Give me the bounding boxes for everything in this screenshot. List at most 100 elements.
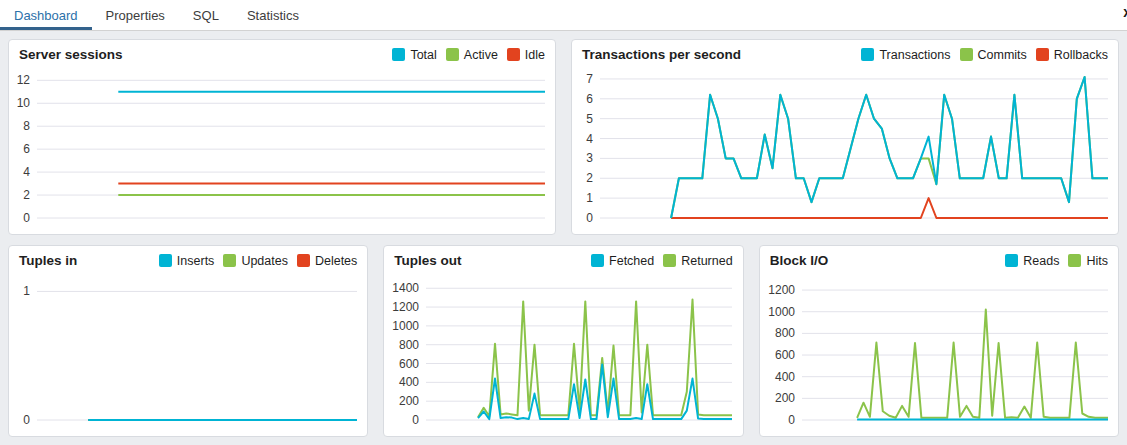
panel-title: Block I/O bbox=[770, 253, 829, 268]
y-tick-label: 0 bbox=[23, 413, 30, 427]
y-tick-label: 800 bbox=[399, 338, 419, 352]
y-tick-label: 7 bbox=[586, 72, 593, 86]
series-line-fetched bbox=[478, 365, 732, 420]
chart-canvas-server-sessions: 0 2 4 6 8 10 12 bbox=[11, 64, 549, 228]
y-tick-label: 10 bbox=[17, 96, 31, 110]
y-tick-label: 800 bbox=[775, 326, 795, 340]
y-tick-label: 4 bbox=[586, 132, 593, 146]
y-tick-label: 0 bbox=[23, 211, 30, 225]
y-tick-label: 12 bbox=[17, 73, 31, 87]
y-tick-label: 0 bbox=[413, 413, 420, 427]
legend-block-io: Reads Hits bbox=[1005, 254, 1108, 268]
legend-swatch-icon bbox=[297, 254, 310, 267]
chart-block-io: 0 200 400 600 800 1000 1200 bbox=[762, 270, 1112, 430]
y-tick-label: 600 bbox=[399, 357, 419, 371]
y-tick-label: 6 bbox=[586, 92, 593, 106]
y-tick-label: 3 bbox=[586, 151, 593, 165]
legend-swatch-icon bbox=[159, 254, 172, 267]
y-tick-label: 1200 bbox=[768, 283, 795, 297]
legend-transactions: Transactions Commits Rollbacks bbox=[861, 48, 1108, 62]
close-icon[interactable]: x bbox=[1123, 5, 1127, 19]
series-line-commits bbox=[671, 77, 1108, 218]
chart-tuples-out: 0200400600800100012001400 bbox=[386, 270, 736, 430]
legend-item-idle: Idle bbox=[507, 48, 545, 62]
chart-tuples-in: 01 bbox=[11, 270, 361, 430]
panel-tuples-out: Tuples out Fetched Returned 0 200 400 600 800… bbox=[383, 245, 743, 437]
legend-label: Hits bbox=[1086, 254, 1108, 268]
legend-swatch-icon bbox=[1036, 48, 1049, 61]
y-tick-label: 6 bbox=[23, 142, 30, 156]
chart-transactions-per-second: 01234567 bbox=[574, 64, 1112, 228]
tab-properties[interactable]: Properties bbox=[92, 0, 179, 30]
y-tick-label: 8 bbox=[23, 119, 30, 133]
y-tick-label: 1400 bbox=[393, 281, 420, 295]
legend-item-transactions: Transactions bbox=[861, 48, 950, 62]
charts-row-2: Tuples in Inserts Updates Deletes 01 Tuple… bbox=[8, 245, 1119, 437]
legend-item-hits: Hits bbox=[1068, 254, 1108, 268]
legend-swatch-icon bbox=[1068, 254, 1081, 267]
legend-label: Total bbox=[410, 48, 436, 62]
legend-swatch-icon bbox=[591, 254, 604, 267]
chart-server-sessions: 0 2 4 6 8 10 12 bbox=[11, 64, 549, 228]
legend-label: Updates bbox=[241, 254, 288, 268]
legend-swatch-icon bbox=[223, 254, 236, 267]
legend-swatch-icon bbox=[1005, 254, 1018, 267]
legend-item-deletes: Deletes bbox=[297, 254, 357, 268]
tab-statistics[interactable]: Statistics bbox=[233, 0, 313, 30]
legend-swatch-icon bbox=[861, 48, 874, 61]
y-tick-label: 600 bbox=[775, 348, 795, 362]
y-tick-label: 1000 bbox=[393, 319, 420, 333]
panel-title: Transactions per second bbox=[582, 47, 741, 62]
legend-swatch-icon bbox=[507, 48, 520, 61]
legend-item-inserts: Inserts bbox=[159, 254, 215, 268]
legend-server-sessions: Total Active Idle bbox=[392, 48, 545, 62]
tab-sql[interactable]: SQL bbox=[179, 0, 233, 30]
tab-bar: Dashboard Properties SQL Statistics x bbox=[0, 0, 1127, 31]
legend-item-rollbacks: Rollbacks bbox=[1036, 48, 1108, 62]
panel-block-io: Block I/O Reads Hits 0 200 400 600 800 1000 120… bbox=[759, 245, 1119, 437]
legend-swatch-icon bbox=[960, 48, 973, 61]
y-tick-label: 4 bbox=[23, 165, 30, 179]
legend-label: Idle bbox=[525, 48, 545, 62]
tab-dashboard[interactable]: Dashboard bbox=[0, 0, 92, 30]
legend-label: Deletes bbox=[315, 254, 357, 268]
y-tick-label: 0 bbox=[788, 413, 795, 427]
legend-item-total: Total bbox=[392, 48, 436, 62]
legend-label: Commits bbox=[978, 48, 1027, 62]
legend-item-updates: Updates bbox=[223, 254, 288, 268]
y-tick-label: 400 bbox=[399, 375, 419, 389]
legend-tuples-out: Fetched Returned bbox=[591, 254, 733, 268]
legend-swatch-icon bbox=[392, 48, 405, 61]
y-tick-label: 0 bbox=[586, 211, 593, 225]
legend-item-reads: Reads bbox=[1005, 254, 1059, 268]
legend-item-active: Active bbox=[446, 48, 498, 62]
y-tick-label: 400 bbox=[775, 370, 795, 384]
series-line-transactions bbox=[671, 77, 1108, 218]
y-tick-label: 200 bbox=[775, 391, 795, 405]
panel-server-sessions: Server sessions TotalActiveIdle 02468101… bbox=[8, 39, 556, 235]
legend-item-commits: Commits bbox=[960, 48, 1027, 62]
y-tick-label: 2 bbox=[586, 171, 593, 185]
chart-canvas-tuples-in: 01 bbox=[11, 270, 361, 430]
panel-title: Tuples out bbox=[394, 253, 461, 268]
legend-label: Active bbox=[464, 48, 498, 62]
legend-label: Inserts bbox=[177, 254, 215, 268]
panel-title: Tuples in bbox=[19, 253, 77, 268]
dashboard-content: Server sessions TotalActiveIdle 02468101… bbox=[0, 31, 1127, 445]
legend-tuples-in: Inserts Updates Deletes bbox=[159, 254, 357, 268]
legend-label: Transactions bbox=[879, 48, 950, 62]
chart-canvas-transactions-per-second: 01234567 bbox=[574, 64, 1112, 228]
y-tick-label: 1000 bbox=[768, 305, 795, 319]
series-line-rollbacks bbox=[671, 198, 1108, 218]
y-tick-label: 1 bbox=[586, 191, 593, 205]
legend-label: Rollbacks bbox=[1054, 48, 1108, 62]
charts-row-1: Server sessions TotalActiveIdle 02468101… bbox=[8, 39, 1119, 235]
legend-label: Reads bbox=[1023, 254, 1059, 268]
legend-swatch-icon bbox=[663, 254, 676, 267]
series-line-hits bbox=[857, 310, 1108, 418]
legend-label: Returned bbox=[681, 254, 732, 268]
y-tick-label: 2 bbox=[23, 188, 30, 202]
legend-item-returned: Returned bbox=[663, 254, 732, 268]
y-tick-label: 200 bbox=[399, 394, 419, 408]
legend-item-fetched: Fetched bbox=[591, 254, 654, 268]
